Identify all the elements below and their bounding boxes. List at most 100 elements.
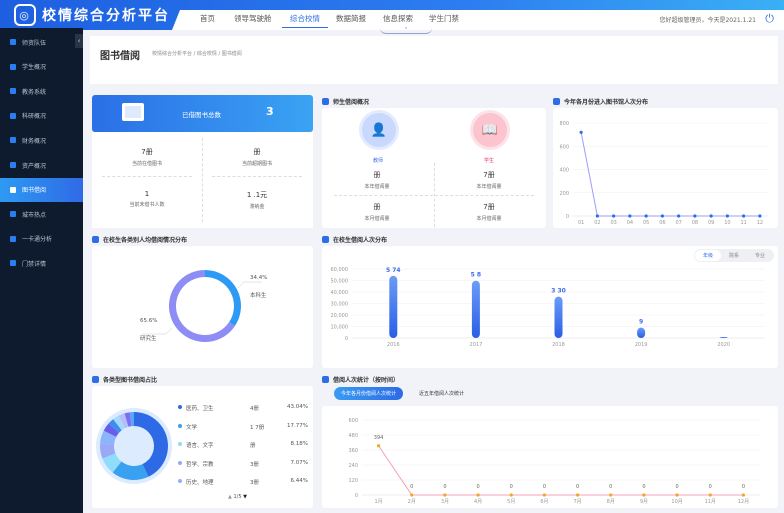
app-logo[interactable]: ◎ 校情综合分析平台	[14, 4, 170, 26]
stat-overdue: 册当前超期图书	[202, 147, 312, 167]
summary-stats: 7册 当前在借图书 册当前超期图书 1 当前未借书人数 1 .1元 滞纳金	[92, 132, 313, 228]
legend-name: 语言、文字	[186, 443, 214, 449]
legend-dot	[178, 460, 182, 465]
legend-count: 册	[250, 443, 256, 449]
legend-dot	[178, 442, 182, 446]
series-line	[580, 132, 760, 217]
student-type-card: 在校生各类别人均借阅情况分布 34.4% 本科生 65.6% 研究生	[92, 233, 313, 368]
tab-department[interactable]: 院系	[728, 253, 739, 259]
y-tick-label: 120	[348, 478, 358, 484]
menu-icon	[10, 137, 16, 144]
bar	[719, 336, 728, 338]
stat-late-fee: 1 .1元 滞纳金	[202, 190, 312, 210]
stat-value: 1 .1元	[246, 191, 268, 199]
sidebar-item[interactable]: 门禁详情	[0, 251, 83, 275]
legend-percent: 7.07%	[290, 459, 308, 466]
legend-name: 历史、地理	[186, 480, 214, 486]
tab-grade[interactable]: 年级	[694, 250, 721, 261]
legend-item[interactable]: 文学 1 7册 17.77%	[178, 423, 308, 431]
tab-monthly[interactable]: 今年各月份借阅人次统计	[334, 387, 404, 400]
menu-icon	[10, 235, 16, 242]
breadcrumb[interactable]: 校情综合分析平台 / 综合校情 / 图书借阅	[152, 51, 242, 57]
legend-item[interactable]: 历史、地理 3册 6.44%	[178, 478, 308, 486]
menu-icon	[10, 112, 16, 119]
legend-name: 哲学、宗教	[186, 461, 214, 468]
y-tick-label: 400	[559, 168, 569, 174]
legend-dot	[178, 423, 182, 428]
borrow-time-card: 借阅人次统计（按时间） 今年各月份借阅人次统计 近五年借阅人次统计 0 120 24…	[322, 373, 778, 508]
x-tick-label: 2020	[717, 342, 730, 348]
tab-five-year[interactable]: 近五年借阅人次统计	[419, 391, 465, 397]
nav-campus-overview[interactable]: 综合校情	[282, 13, 328, 28]
teacher-label: 教师	[373, 158, 384, 164]
power-icon[interactable]: ⏻	[765, 12, 774, 25]
x-tick-label: 07	[675, 220, 681, 226]
series-line	[378, 445, 744, 496]
stat-label: 当前未借书人数	[129, 202, 165, 208]
nav-data-brief[interactable]: 数据简报	[336, 14, 366, 23]
menu-icon	[10, 186, 16, 193]
card-icon	[92, 235, 99, 243]
legend-item[interactable]: 哲学、宗教 3册 7.07%	[178, 460, 308, 468]
sidebar-item[interactable]: 学生概况	[0, 55, 83, 79]
nav-leader-cockpit[interactable]: 领导驾驶舱	[234, 14, 272, 23]
sidebar-item[interactable]: 师资队伍	[0, 30, 83, 54]
legend-count: 4册	[250, 406, 259, 412]
data-point	[742, 214, 746, 218]
stat-non-borrowers: 1 当前未借书人数	[92, 190, 202, 208]
app-title: 校情综合分析平台	[42, 8, 170, 24]
x-tick-label: 7月	[573, 499, 581, 505]
x-tick-label: 6月	[540, 499, 548, 505]
sidebar-item[interactable]: 一卡通分析	[0, 227, 83, 251]
nav-student-access[interactable]: 学生门禁	[429, 14, 459, 23]
sidebar-item[interactable]: 科研概况	[0, 104, 83, 128]
nav-home[interactable]: 首页	[200, 14, 215, 23]
stat-borrowed-now: 7册 当前在借图书	[92, 147, 202, 167]
pie-slice	[113, 415, 125, 431]
sidebar-item[interactable]: 资产概况	[0, 153, 83, 177]
data-label: 0	[476, 484, 479, 490]
sidebar-item-label: 图书借阅	[22, 187, 47, 195]
sidebar-item-label: 学生概况	[22, 64, 47, 72]
sidebar-item-label: 门禁详情	[22, 260, 47, 268]
sidebar-item[interactable]: 城市热点	[0, 202, 83, 226]
legend-item[interactable]: 语言、文字 册 8.18%	[178, 441, 308, 449]
card-title: 借阅人次统计（按时间）	[333, 376, 400, 384]
nav-info-explore[interactable]: 信息探索	[383, 14, 413, 23]
card-title: 在校生各类别人均借阅情况分布	[103, 236, 188, 244]
data-label: 0	[709, 484, 712, 490]
x-tick-label: 11	[740, 220, 746, 226]
data-point	[741, 493, 746, 497]
card-icon	[92, 375, 99, 383]
sidebar-collapse-button[interactable]: ‹	[75, 34, 83, 48]
legend-item[interactable]: 医药、卫生 4册 43.04%	[178, 404, 308, 412]
x-tick-label: 9月	[640, 499, 648, 505]
nav-collapse-toggle[interactable]: ⌃	[380, 28, 432, 34]
data-point	[642, 493, 646, 497]
tab-major[interactable]: 专业	[754, 253, 765, 259]
x-tick-label: 5月	[507, 499, 515, 505]
y-tick-label: 40,000	[331, 290, 349, 296]
pager-prev-icon[interactable]: ▲	[228, 494, 232, 500]
student-type-donut: 34.4% 本科生 65.6% 研究生	[140, 270, 267, 342]
data-label: 0	[742, 484, 745, 490]
stat-label: 本月借阅量	[476, 216, 502, 222]
page-header: 图书借阅 校情综合分析平台 / 综合校情 / 图书借阅	[90, 36, 778, 84]
pager-next-icon[interactable]: ▼	[243, 494, 247, 500]
x-tick-label: 2月	[408, 499, 416, 505]
data-point	[376, 444, 381, 448]
y-tick-label: 360	[348, 448, 358, 454]
x-tick-label: 02	[594, 220, 600, 226]
card-icon	[553, 97, 560, 105]
sidebar-item[interactable]: 教务系统	[0, 79, 83, 103]
sidebar-item[interactable]: 图书借阅	[0, 177, 83, 202]
stat-value: 册	[373, 203, 381, 211]
student-year: 7册 本年借阅量	[434, 170, 544, 190]
menu-icon	[10, 162, 16, 168]
data-label: 0	[410, 484, 413, 490]
pie-slice	[129, 412, 134, 427]
grade-borrow-bar-chart: 0 10,000 20,000 30,000 40,000 50,000 60,000 5 7…	[331, 267, 765, 348]
sidebar-item[interactable]: 财务概况	[0, 128, 83, 152]
pie-slice	[100, 430, 117, 445]
data-point	[443, 493, 447, 497]
